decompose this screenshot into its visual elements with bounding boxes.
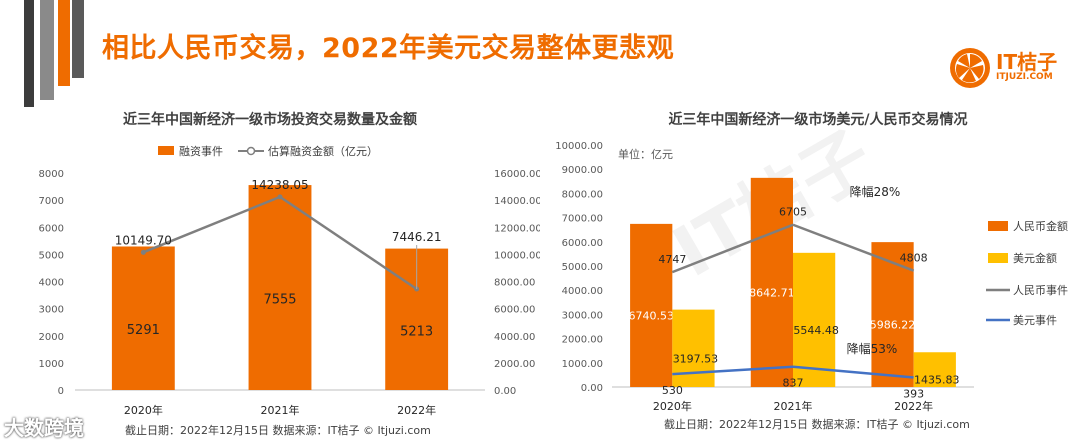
- y-tick-label-left: 0: [58, 386, 64, 397]
- x-tick-label: 2020年: [124, 403, 163, 417]
- line-point: [140, 249, 146, 255]
- line-usd-events-segment: [672, 365, 794, 376]
- line-data-label: 14238.05: [251, 178, 308, 192]
- y-tick-label-right: 6000.00: [494, 305, 535, 316]
- legend-label-line: 估算融资金额（亿元）: [268, 144, 378, 158]
- y-tick-label: 10000.00: [555, 141, 603, 152]
- legend-label-usd-events: 美元事件: [1013, 314, 1057, 327]
- bar-rmb: [630, 223, 673, 387]
- line-usd-events-label: 393: [903, 387, 924, 400]
- annotation-decline-usd: 降幅53%: [847, 341, 898, 356]
- y-tick-label: 4000.00: [562, 286, 603, 297]
- footnote: 截止日期：2022年12月15日 数据来源：IT桔子 © Itjuzi.com: [664, 417, 970, 431]
- y-tick-label-right: 14000.00: [494, 196, 540, 207]
- line-data-label: 10149.70: [115, 233, 172, 247]
- legend-label-rmb-events: 人民币事件: [1013, 284, 1068, 297]
- bar-data-label: 7555: [263, 293, 296, 308]
- y-tick-label: 1000.00: [562, 359, 603, 370]
- logo-text: IT桔子: [996, 50, 1058, 74]
- decor-bar-gray-2: [72, 0, 84, 78]
- y-tick-label-left: 5000: [39, 250, 64, 261]
- logo: IT桔子 ITJUZI.COM: [948, 44, 1058, 94]
- y-tick-label-right: 8000.00: [494, 278, 535, 289]
- bar-usd: [793, 252, 836, 387]
- line-segment: [142, 195, 281, 254]
- y-tick-label: 7000.00: [562, 214, 603, 225]
- chart-title: 近三年中国新经济一级市场美元/人民币交易情况: [668, 111, 967, 128]
- legend-marker-line: [246, 146, 256, 156]
- bar-rmb: [750, 177, 793, 387]
- y-tick-label-right: 12000.00: [494, 223, 540, 234]
- x-tick-label: 2021年: [261, 403, 300, 417]
- decor-bar-dark: [24, 0, 34, 107]
- y-tick-label-left: 2000: [39, 332, 64, 343]
- y-tick-label: 3000.00: [562, 310, 603, 321]
- y-tick-label-left: 3000: [39, 305, 64, 316]
- y-tick-label: 2000.00: [562, 335, 603, 346]
- chart-title: 近三年中国新经济一级市场投资交易数量及金额: [123, 111, 417, 128]
- line-rmb-events-label: 4747: [658, 253, 686, 266]
- y-tick-label: 5000.00: [562, 262, 603, 273]
- legend-label-usd: 美元金额: [1013, 251, 1057, 265]
- decor-bar-orange: [58, 0, 70, 86]
- x-tick-label: 2021年: [774, 399, 813, 413]
- y-tick-label-right: 16000.00: [494, 169, 540, 180]
- line-rmb-events-segment: [792, 223, 915, 272]
- bar-rmb: [871, 242, 914, 387]
- y-tick-label: 6000.00: [562, 238, 603, 249]
- x-tick-label: 2022年: [397, 403, 436, 417]
- bar-usd-label: 5544.48: [793, 324, 839, 337]
- bar-usd-label: 1435.83: [914, 374, 960, 387]
- y-tick-label-right: 10000.00: [494, 250, 540, 261]
- chart-usd-rmb-transactions: IT桔子近三年中国新经济一级市场美元/人民币交易情况单位：亿元0.001000.…: [555, 111, 1068, 431]
- line-data-label: 7446.21: [392, 230, 442, 244]
- annotation-decline-rmb: 降幅28%: [850, 184, 901, 199]
- x-tick-label: 2020年: [653, 399, 692, 413]
- legend-label-bar: 融资事件: [179, 145, 223, 158]
- y-tick-label-left: 7000: [39, 196, 64, 207]
- watermark: 大数跨境: [4, 416, 84, 440]
- bar-rmb-label: 5986.22: [870, 319, 916, 332]
- bar-rmb-label: 8642.71: [749, 286, 795, 299]
- y-tick-label-right: 0.00: [494, 386, 516, 397]
- bar-data-label: 5291: [127, 323, 160, 338]
- logo-subtext: ITJUZI.COM: [996, 72, 1053, 82]
- line-segment: [279, 195, 418, 291]
- y-tick-label-left: 1000: [39, 359, 64, 370]
- bar: [248, 185, 312, 390]
- line-usd-events-label: 530: [662, 384, 683, 397]
- bar-data-label: 5213: [400, 324, 433, 339]
- unit-label: 单位：亿元: [618, 147, 673, 161]
- bar-usd-label: 3197.53: [673, 352, 719, 365]
- y-tick-label-right: 2000.00: [494, 359, 535, 370]
- x-tick-label: 2022年: [894, 399, 933, 413]
- y-tick-label-right: 4000.00: [494, 332, 535, 343]
- decor-bar-gray: [40, 0, 54, 100]
- page-title: 相比人民币交易，2022年美元交易整体更悲观: [102, 33, 675, 64]
- y-tick-label-left: 6000: [39, 223, 64, 234]
- line-rmb-events-label: 6705: [779, 206, 807, 219]
- y-tick-label: 0.00: [581, 383, 603, 394]
- bar-usd: [672, 309, 715, 387]
- legend-swatch-bar: [158, 146, 174, 155]
- y-tick-label-left: 4000: [39, 278, 64, 289]
- bar-rmb-label: 6740.53: [628, 309, 674, 322]
- legend-swatch-rmb: [988, 221, 1008, 231]
- line-usd-events-label: 837: [783, 377, 804, 390]
- line-point: [277, 194, 283, 200]
- footnote: 截止日期：2022年12月15日 数据来源：IT桔子 © Itjuzi.com: [125, 423, 431, 437]
- y-tick-label: 9000.00: [562, 165, 603, 176]
- legend-label-rmb: 人民币金额: [1013, 219, 1068, 233]
- legend-swatch-usd: [988, 253, 1008, 263]
- y-tick-label-left: 8000: [39, 169, 64, 180]
- line-usd-events-segment: [792, 365, 914, 379]
- orange-slice-icon: [950, 48, 990, 88]
- bar-usd: [913, 352, 956, 387]
- bar: [111, 246, 175, 390]
- line-rmb-events-label: 4808: [900, 252, 928, 265]
- line-rmb-events-segment: [671, 223, 794, 274]
- y-tick-label: 8000.00: [562, 189, 603, 200]
